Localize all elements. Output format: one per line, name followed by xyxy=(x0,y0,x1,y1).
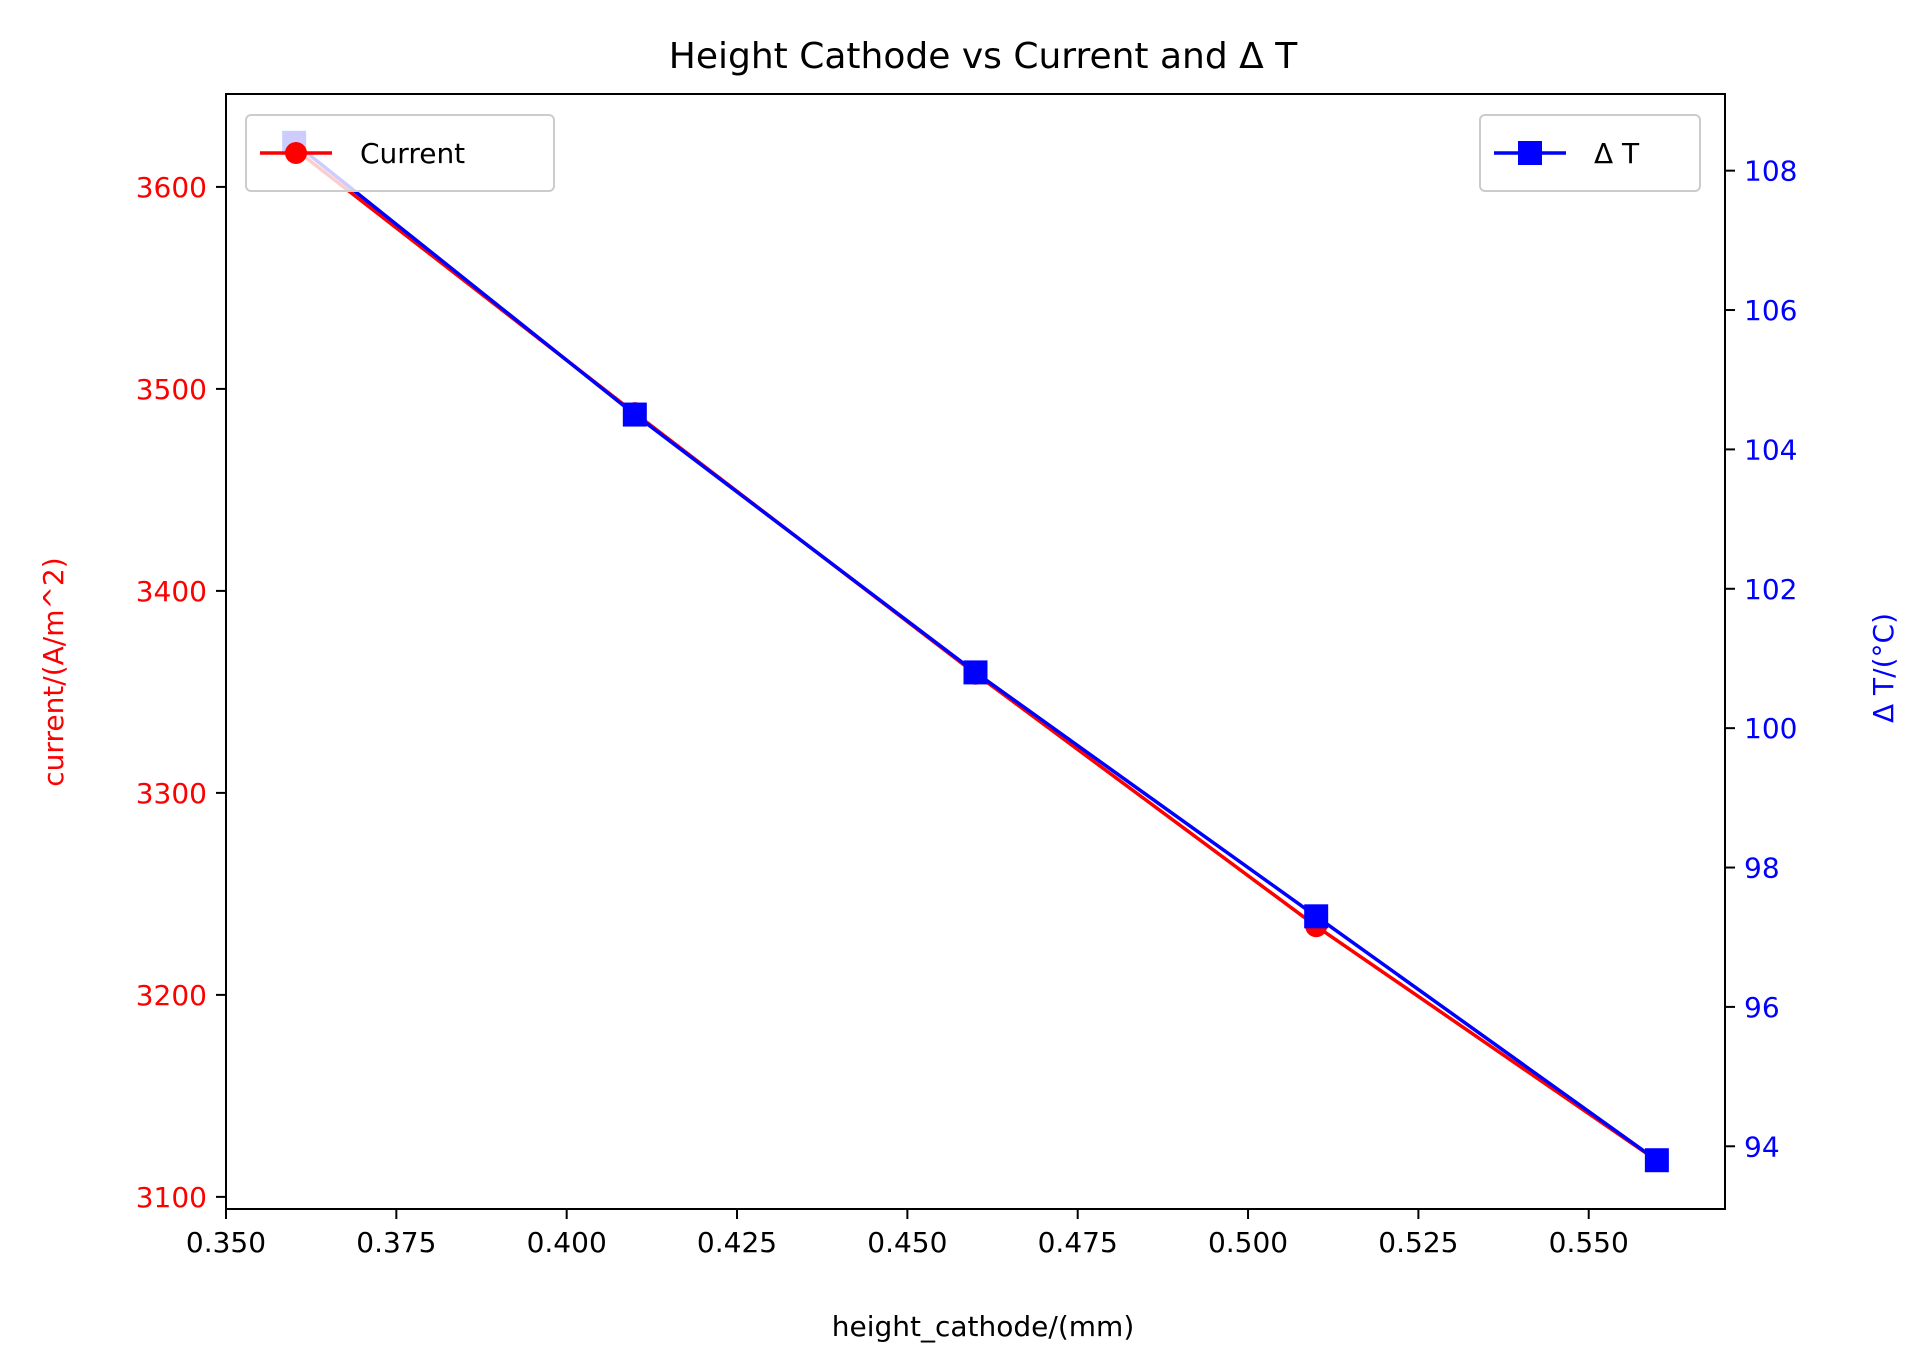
x-tick-label: 0.400 xyxy=(527,1226,607,1259)
chart-title: Height Cathode vs Current and Δ T xyxy=(669,36,1298,77)
right-y-tick-label: 104 xyxy=(1744,433,1797,466)
x-tick-label: 0.500 xyxy=(1208,1226,1288,1259)
left-y-tick-label: 3500 xyxy=(136,373,207,406)
x-tick-label: 0.425 xyxy=(697,1226,777,1259)
right-y-axis-label: Δ T/(°C) xyxy=(1867,613,1900,723)
x-tick-label: 0.450 xyxy=(867,1226,947,1259)
right-y-tick-label: 106 xyxy=(1744,294,1797,327)
series-point-1 xyxy=(622,402,647,427)
legend-box xyxy=(245,114,555,192)
right-y-tick-label: 108 xyxy=(1744,155,1797,188)
x-axis-label: height_cathode/(mm) xyxy=(832,1310,1135,1343)
legend-1: Δ T xyxy=(1479,114,1701,192)
plot-frame xyxy=(225,93,1726,1210)
left-y-axis-label: current/(A/m^2) xyxy=(37,557,70,786)
x-tick-label: 0.350 xyxy=(186,1226,266,1259)
series-point-1 xyxy=(963,660,988,685)
x-tick-label: 0.375 xyxy=(356,1226,436,1259)
series-point-1 xyxy=(1304,904,1329,929)
legend-marker xyxy=(1518,141,1542,165)
legend-label: Current xyxy=(360,137,465,170)
x-tick-label: 0.550 xyxy=(1549,1226,1629,1259)
left-y-tick-label: 3200 xyxy=(136,979,207,1012)
right-y-tick-label: 96 xyxy=(1744,991,1780,1024)
legend-box xyxy=(1479,114,1701,192)
left-y-tick-label: 3300 xyxy=(136,777,207,810)
series-point-1 xyxy=(1644,1148,1669,1173)
x-tick-label: 0.475 xyxy=(1038,1226,1118,1259)
legend-0: Current xyxy=(245,114,555,192)
left-y-tick-label: 3600 xyxy=(136,171,207,204)
left-y-tick-label: 3100 xyxy=(136,1181,207,1214)
x-tick-label: 0.525 xyxy=(1378,1226,1458,1259)
right-y-tick-label: 94 xyxy=(1744,1130,1780,1163)
right-y-tick-label: 98 xyxy=(1744,852,1780,885)
right-y-tick-label: 102 xyxy=(1744,573,1797,606)
right-y-tick-label: 100 xyxy=(1744,712,1797,745)
legend-marker xyxy=(285,142,307,164)
left-y-tick-label: 3400 xyxy=(136,575,207,608)
plot-area: 0.350 0.375 0.400 0.425 0.450 0.475 0.500 0.525… xyxy=(136,93,1797,1259)
legend-label: Δ T xyxy=(1594,137,1640,170)
